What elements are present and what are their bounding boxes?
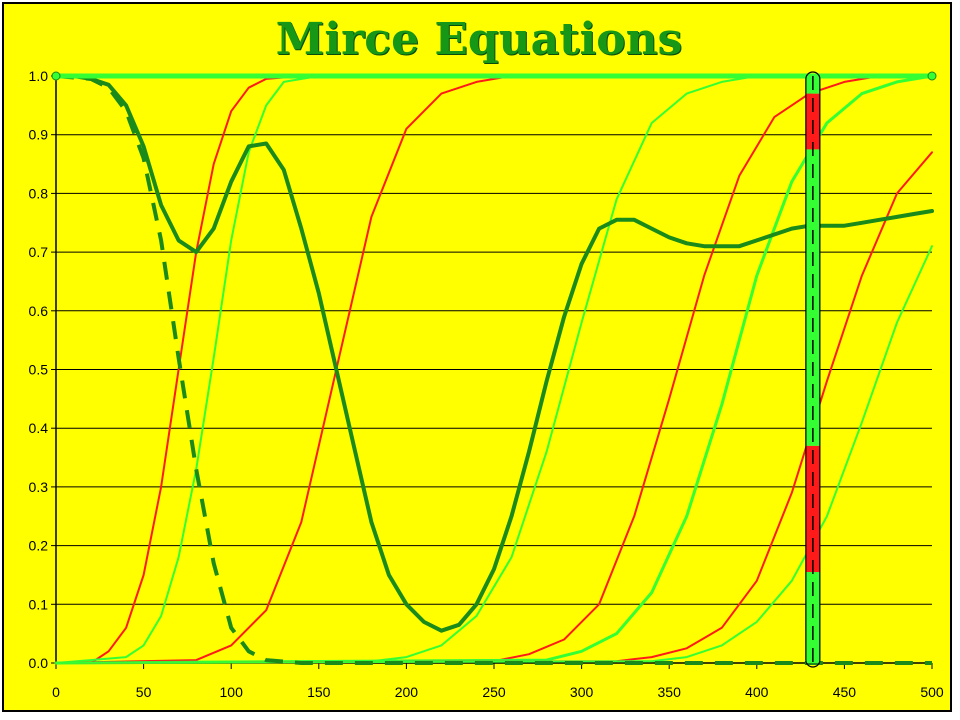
x-tick-label: 50 (136, 684, 152, 700)
x-tick-label: 150 (307, 684, 331, 700)
series-line-6 (54, 74, 934, 665)
chart-title: Mirce Equations (275, 14, 683, 65)
highlight-bar-segment (805, 445, 820, 573)
y-tick-label: 0.7 (29, 244, 49, 260)
x-tick-label: 250 (482, 684, 506, 700)
series-line-1 (55, 75, 303, 664)
y-tick-label: 0.6 (29, 303, 49, 319)
x-tick-label: 500 (920, 684, 944, 700)
x-tick-label: 350 (658, 684, 682, 700)
y-tick-label: 0.1 (29, 596, 49, 612)
series-line-4 (55, 75, 758, 664)
series-line-8 (55, 245, 933, 664)
series-layer (51, 71, 937, 665)
highlight-bar-outline (805, 71, 821, 668)
series-line-9 (54, 74, 934, 633)
x-tick-label: 450 (833, 684, 857, 700)
y-tick-label: 0.5 (29, 362, 49, 378)
x-tick-label: 400 (745, 684, 769, 700)
y-tick-label: 0.8 (29, 185, 49, 201)
series-line-10 (55, 74, 932, 665)
top-line-endpoint (927, 71, 937, 81)
series-line-7 (55, 151, 933, 664)
series-line-2 (55, 75, 320, 664)
x-tick-label: 300 (570, 684, 594, 700)
y-tick-label: 0.0 (29, 655, 49, 671)
chart-plot: 0.0 0.1 0.2 0.3 0.4 0.5 0.6 0.7 0.8 0.9 1.0 0 50 100 1… (29, 68, 944, 700)
x-tick-label: 0 (52, 684, 60, 700)
x-tick-label: 200 (395, 684, 419, 700)
y-tick-label: 0.3 (29, 479, 49, 495)
chart-frame: Mirce Equations 0.0 0.1 0.2 0.3 0.4 0.5 0.6 0.7… (2, 2, 952, 712)
y-tick-label: 0.2 (29, 538, 49, 554)
y-tick-label: 1.0 (29, 68, 49, 84)
x-tick-label: 100 (220, 684, 244, 700)
y-tick-label: 0.4 (29, 420, 49, 436)
grid-layer (56, 75, 932, 664)
y-tick-label: 0.9 (29, 127, 49, 143)
top-line-endpoint (51, 71, 61, 81)
highlight-bar-layer (805, 71, 821, 668)
